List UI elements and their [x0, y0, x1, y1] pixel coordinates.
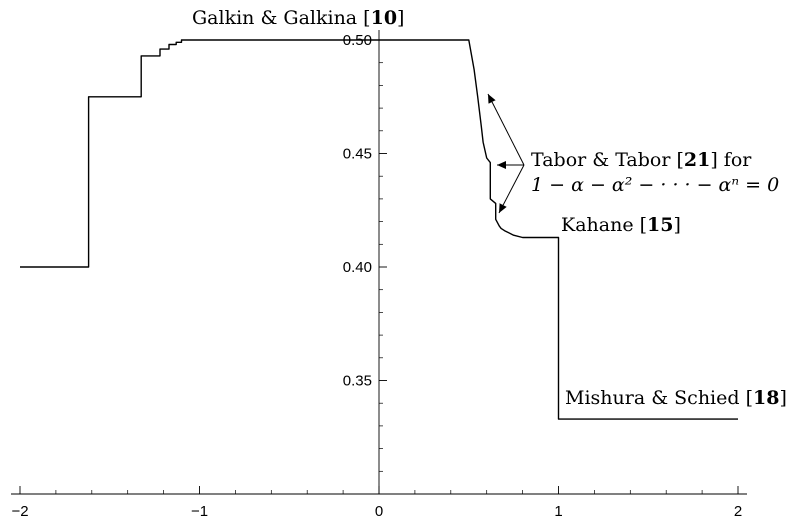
annotation-tabor-equation: 1 − α − α² − · · · − αⁿ = 0	[531, 174, 779, 196]
y-tick-label: 0.45	[343, 146, 372, 163]
annotation-galkin: Galkin & Galkina [10]	[192, 7, 404, 29]
annotation-mishura: Mishura & Schied [18]	[565, 387, 787, 409]
annotation-arrows	[487, 93, 525, 214]
x-tick-label: 0	[375, 503, 383, 520]
ticks: −2 −1 0 1 20.350.400.450.50	[11, 32, 742, 520]
y-tick-label: 0.40	[343, 259, 372, 276]
series-group	[20, 39, 738, 420]
annotation-tabor: Tabor & Tabor [21] for	[531, 149, 752, 171]
x-tick-label: 2	[734, 503, 742, 520]
x-tick-label: −1	[191, 503, 208, 520]
annotation-arrow	[498, 164, 525, 214]
annotation-arrow	[487, 93, 525, 166]
x-tick-label: −2	[11, 503, 28, 520]
x-tick-label: 1	[554, 503, 562, 520]
series-line	[20, 39, 738, 420]
axes	[11, 30, 747, 495]
y-tick-label: 0.35	[343, 373, 372, 390]
annotation-kahane: Kahane [15]	[561, 214, 681, 236]
